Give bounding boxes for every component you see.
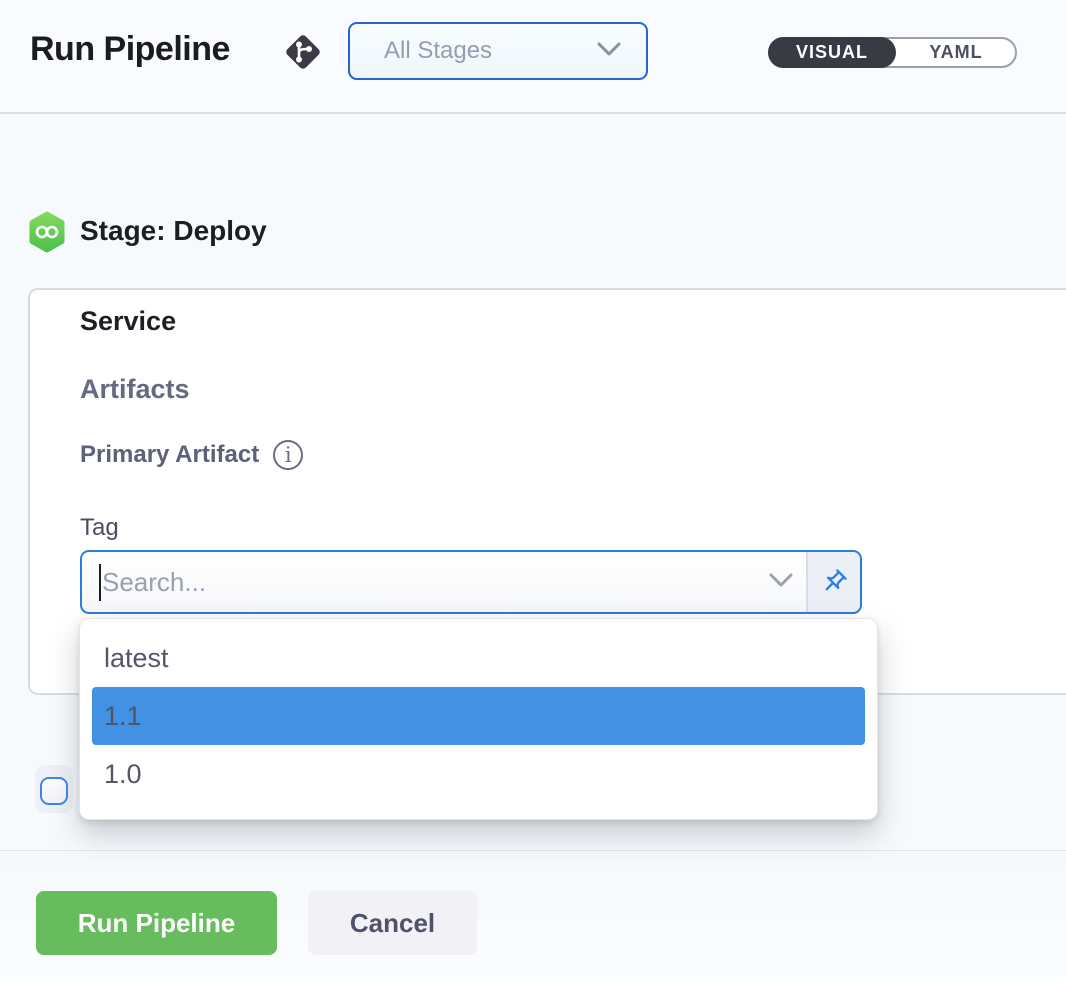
info-icon[interactable]: i: [273, 440, 304, 470]
run-pipeline-form-card: Service Artifacts Primary Artifact i Tag: [28, 288, 1066, 695]
pin-button[interactable]: [808, 552, 860, 612]
primary-artifact-label: Primary Artifact: [80, 441, 260, 468]
text-cursor: [99, 564, 101, 601]
tab-yaml[interactable]: YAML: [929, 42, 983, 62]
remember-checkbox[interactable]: [40, 777, 68, 805]
chevron-down-icon[interactable]: [768, 572, 794, 588]
tab-visual[interactable]: VISUAL: [768, 37, 896, 68]
run-pipeline-button[interactable]: Run Pipeline: [36, 891, 277, 955]
tag-dropdown-menu: latest 1.1 1.0: [79, 618, 878, 820]
checkbox-halo: [35, 765, 73, 813]
footer: Run Pipeline Cancel: [0, 851, 1066, 982]
tag-search-input[interactable]: [102, 552, 742, 612]
cancel-button[interactable]: Cancel: [308, 891, 477, 955]
dropdown-option-1-0[interactable]: 1.0: [104, 759, 142, 789]
primary-artifact-row: Primary Artifact i: [80, 440, 304, 470]
pin-icon: [825, 569, 847, 591]
header: Run Pipeline All Stages VISUAL YAML: [0, 0, 1066, 114]
dropdown-option-latest[interactable]: latest: [104, 643, 169, 673]
chevron-down-icon: [597, 42, 621, 56]
artifacts-heading: Artifacts: [80, 374, 190, 404]
tag-select-field: [80, 550, 862, 614]
stage-scope-select[interactable]: All Stages: [348, 22, 648, 80]
git-branch-icon: [286, 35, 320, 69]
view-toggle: VISUAL YAML: [768, 37, 1017, 68]
stage-scope-value: All Stages: [384, 37, 493, 64]
stage-heading: Stage: Deploy: [80, 215, 267, 246]
dropdown-option-1-1[interactable]: 1.1: [92, 687, 865, 745]
service-heading: Service: [80, 306, 177, 336]
tag-label: Tag: [80, 514, 119, 541]
footer-divider: [0, 850, 1066, 851]
input-divider: [806, 552, 808, 612]
page-title: Run Pipeline: [30, 30, 230, 68]
cd-stage-icon: [29, 211, 65, 253]
